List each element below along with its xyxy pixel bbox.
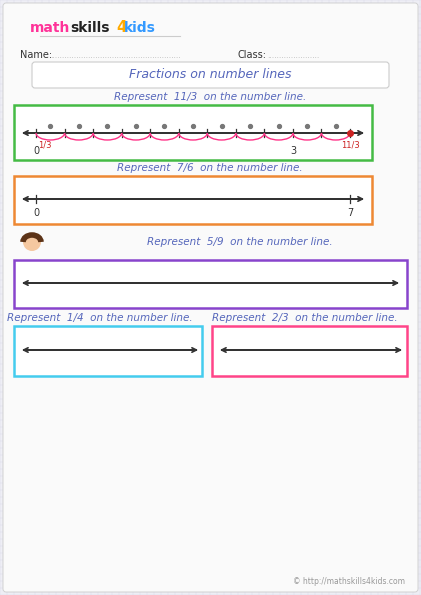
Circle shape xyxy=(23,233,41,251)
Text: 0: 0 xyxy=(33,208,39,218)
Text: ......................: ...................... xyxy=(267,51,319,60)
Bar xyxy=(14,105,372,160)
Text: kids: kids xyxy=(124,21,156,35)
Text: Name:: Name: xyxy=(20,50,52,60)
Text: 3: 3 xyxy=(290,146,296,156)
FancyBboxPatch shape xyxy=(3,3,418,592)
Text: Represent  7/6  on the number line.: Represent 7/6 on the number line. xyxy=(117,163,303,173)
Text: Represent  11/3  on the number line.: Represent 11/3 on the number line. xyxy=(114,92,306,102)
Text: 11/3: 11/3 xyxy=(341,140,360,149)
Text: 4: 4 xyxy=(116,20,127,36)
Text: math: math xyxy=(29,21,70,35)
Text: Class:: Class: xyxy=(238,50,267,60)
Bar xyxy=(14,326,202,376)
Bar xyxy=(212,326,407,376)
Text: 1/3: 1/3 xyxy=(38,140,51,149)
Bar xyxy=(14,176,372,224)
Text: © http://mathskills4kids.com: © http://mathskills4kids.com xyxy=(293,578,405,587)
Text: Represent  2/3  on the number line.: Represent 2/3 on the number line. xyxy=(212,313,398,323)
Text: 7: 7 xyxy=(347,208,353,218)
Text: 0: 0 xyxy=(33,146,39,156)
Text: Represent  1/4  on the number line.: Represent 1/4 on the number line. xyxy=(7,313,193,323)
Text: Fractions on number lines: Fractions on number lines xyxy=(129,68,291,82)
Text: skills: skills xyxy=(70,21,109,35)
Text: Represent  5/9  on the number line.: Represent 5/9 on the number line. xyxy=(147,237,333,247)
Bar xyxy=(14,260,407,308)
FancyBboxPatch shape xyxy=(32,62,389,88)
Text: .......................................................: ........................................… xyxy=(50,51,181,60)
